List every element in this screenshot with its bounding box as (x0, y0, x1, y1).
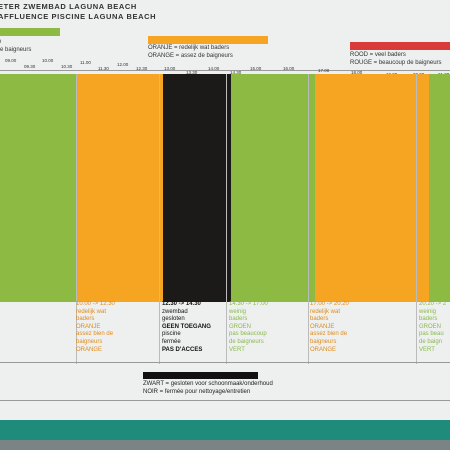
tick-bottom: 13.30 (186, 70, 198, 75)
legend-red-line2: ROUGE = beaucoup de baigneurs (350, 60, 442, 66)
cell-line: baigneurs (76, 338, 103, 345)
tick-top: 17.00 (318, 68, 330, 73)
block-orange (76, 74, 163, 302)
schedule-sheet: ETER ZWEMBAD LAGUNA BEACH AFFLUENCE PISC… (0, 0, 450, 420)
cell-line: GROEN (229, 323, 252, 330)
column-divider (226, 74, 227, 364)
cell-green-1: 14.30 -> 17.00 weinig baders GROEN pas b… (229, 301, 307, 361)
cell-orange-2: 17.00 -> 20.20 redelijk wat baders ORANJ… (310, 301, 415, 361)
teal-board-edge (0, 420, 450, 440)
title-french: AFFLUENCE PISCINE LAGUNA BEACH (0, 12, 157, 21)
cell-time: 14.30 -> 17.00 (229, 301, 268, 307)
cell-line: ORANJE (76, 323, 101, 330)
legend-green-line2: e baigneurs (0, 47, 32, 53)
cell-line: pas beaucoup (229, 331, 267, 338)
column-divider (416, 74, 417, 364)
tick-top: 18.00 (351, 70, 363, 75)
tick-top: 13.00 (164, 66, 176, 71)
cell-line: pas beau (419, 331, 444, 338)
tick-bottom: 10.30 (61, 64, 73, 69)
tick-top: 12.00 (117, 62, 129, 67)
tick-top: 14.00 (208, 66, 220, 71)
tick-bottom: 11.30 (98, 66, 109, 71)
tick-bottom: 12.30 (136, 66, 148, 71)
cell-line: gesloten (162, 316, 185, 323)
tick-bottom: 09.30 (24, 64, 36, 69)
cell-time: 17.00 -> 20.20 (310, 301, 349, 307)
background-surface (0, 440, 450, 450)
cell-line: baigneurs (310, 338, 337, 345)
time-axis-line (0, 70, 450, 71)
block-closed (163, 74, 231, 302)
cell-line: assez bien de (310, 331, 348, 338)
cell-line: baders (419, 316, 438, 323)
cell-line: piscine (162, 331, 181, 338)
tick-top: 11.00 (80, 60, 91, 65)
block-orange (315, 74, 429, 302)
cell-line: redelijk wat (310, 308, 341, 315)
cell-orange-1: 10.00 -> 12.30 redelijk wat baders ORANJ… (76, 301, 158, 361)
cell-line: assez bien de (76, 331, 114, 338)
legend-orange-line1: ORANJE = redelijk wat baders (148, 45, 230, 51)
cell-line: baders (229, 316, 248, 323)
cell-line: fermée (162, 338, 181, 345)
legend-black-line2: NOIR = fermée pour nettoyage/entretien (143, 389, 251, 395)
block-green (0, 74, 76, 302)
cell-closed: 12.30 -> 14.30 zwembad gesloten GEEN TOE… (162, 301, 226, 361)
column-divider (76, 74, 77, 364)
cell-line: GEEN TOEGANG (162, 323, 211, 330)
cell-time: 12.30 -> 14.30 (162, 301, 201, 307)
tick-top: 15.00 (250, 66, 262, 71)
cell-time: 10.00 -> 12.30 (76, 301, 115, 307)
legend-orange-swatch (148, 36, 268, 44)
cell-line: ORANJE (310, 323, 335, 330)
cell-line: redelijk wat (76, 308, 107, 315)
legend-black-swatch (143, 372, 258, 379)
table-bottom-line (0, 362, 450, 363)
column-divider (308, 74, 309, 364)
legend-green-swatch (0, 28, 60, 36)
sheet-bottom-line (0, 400, 450, 401)
cell-green-2: 20.20 -> 2 weinig baders GROEN pas beau … (419, 301, 450, 361)
cell-line: ORANGE (76, 346, 103, 353)
cell-line: VERT (419, 346, 435, 353)
legend-red-swatch (350, 42, 450, 50)
tick-top: 16.00 (283, 66, 295, 71)
legend-red-line1: ROOD = veel baders (350, 52, 406, 58)
cell-line: GROEN (419, 323, 442, 330)
title-dutch: ETER ZWEMBAD LAGUNA BEACH (0, 2, 137, 11)
block-green (231, 74, 315, 302)
block-green (429, 74, 450, 302)
cell-line: baders (76, 316, 95, 323)
cell-line: de baigneurs (229, 338, 264, 345)
cell-line: weinig (229, 308, 247, 315)
cell-line: PAS D'ACCES (162, 346, 203, 353)
cell-line: VERT (229, 346, 245, 353)
cell-line: baders (310, 316, 329, 323)
legend-green-partial: e (0, 38, 1, 46)
cell-line: ORANGE (310, 346, 337, 353)
cell-time: 20.20 -> 2 (419, 301, 447, 307)
legend-orange-line2: ORANGE = assez de baigneurs (148, 53, 233, 59)
tick-top: 09.00 (5, 58, 17, 63)
cell-line: weinig (419, 308, 437, 315)
cell-line: de baign (419, 338, 443, 345)
tick-bottom: 14.30 (230, 70, 242, 75)
column-divider (159, 74, 160, 364)
tick-top: 10.00 (42, 58, 54, 63)
cell-line: zwembad (162, 308, 188, 315)
legend-black-line1: ZWART = gesloten voor schoonmaak/onderho… (143, 381, 273, 387)
